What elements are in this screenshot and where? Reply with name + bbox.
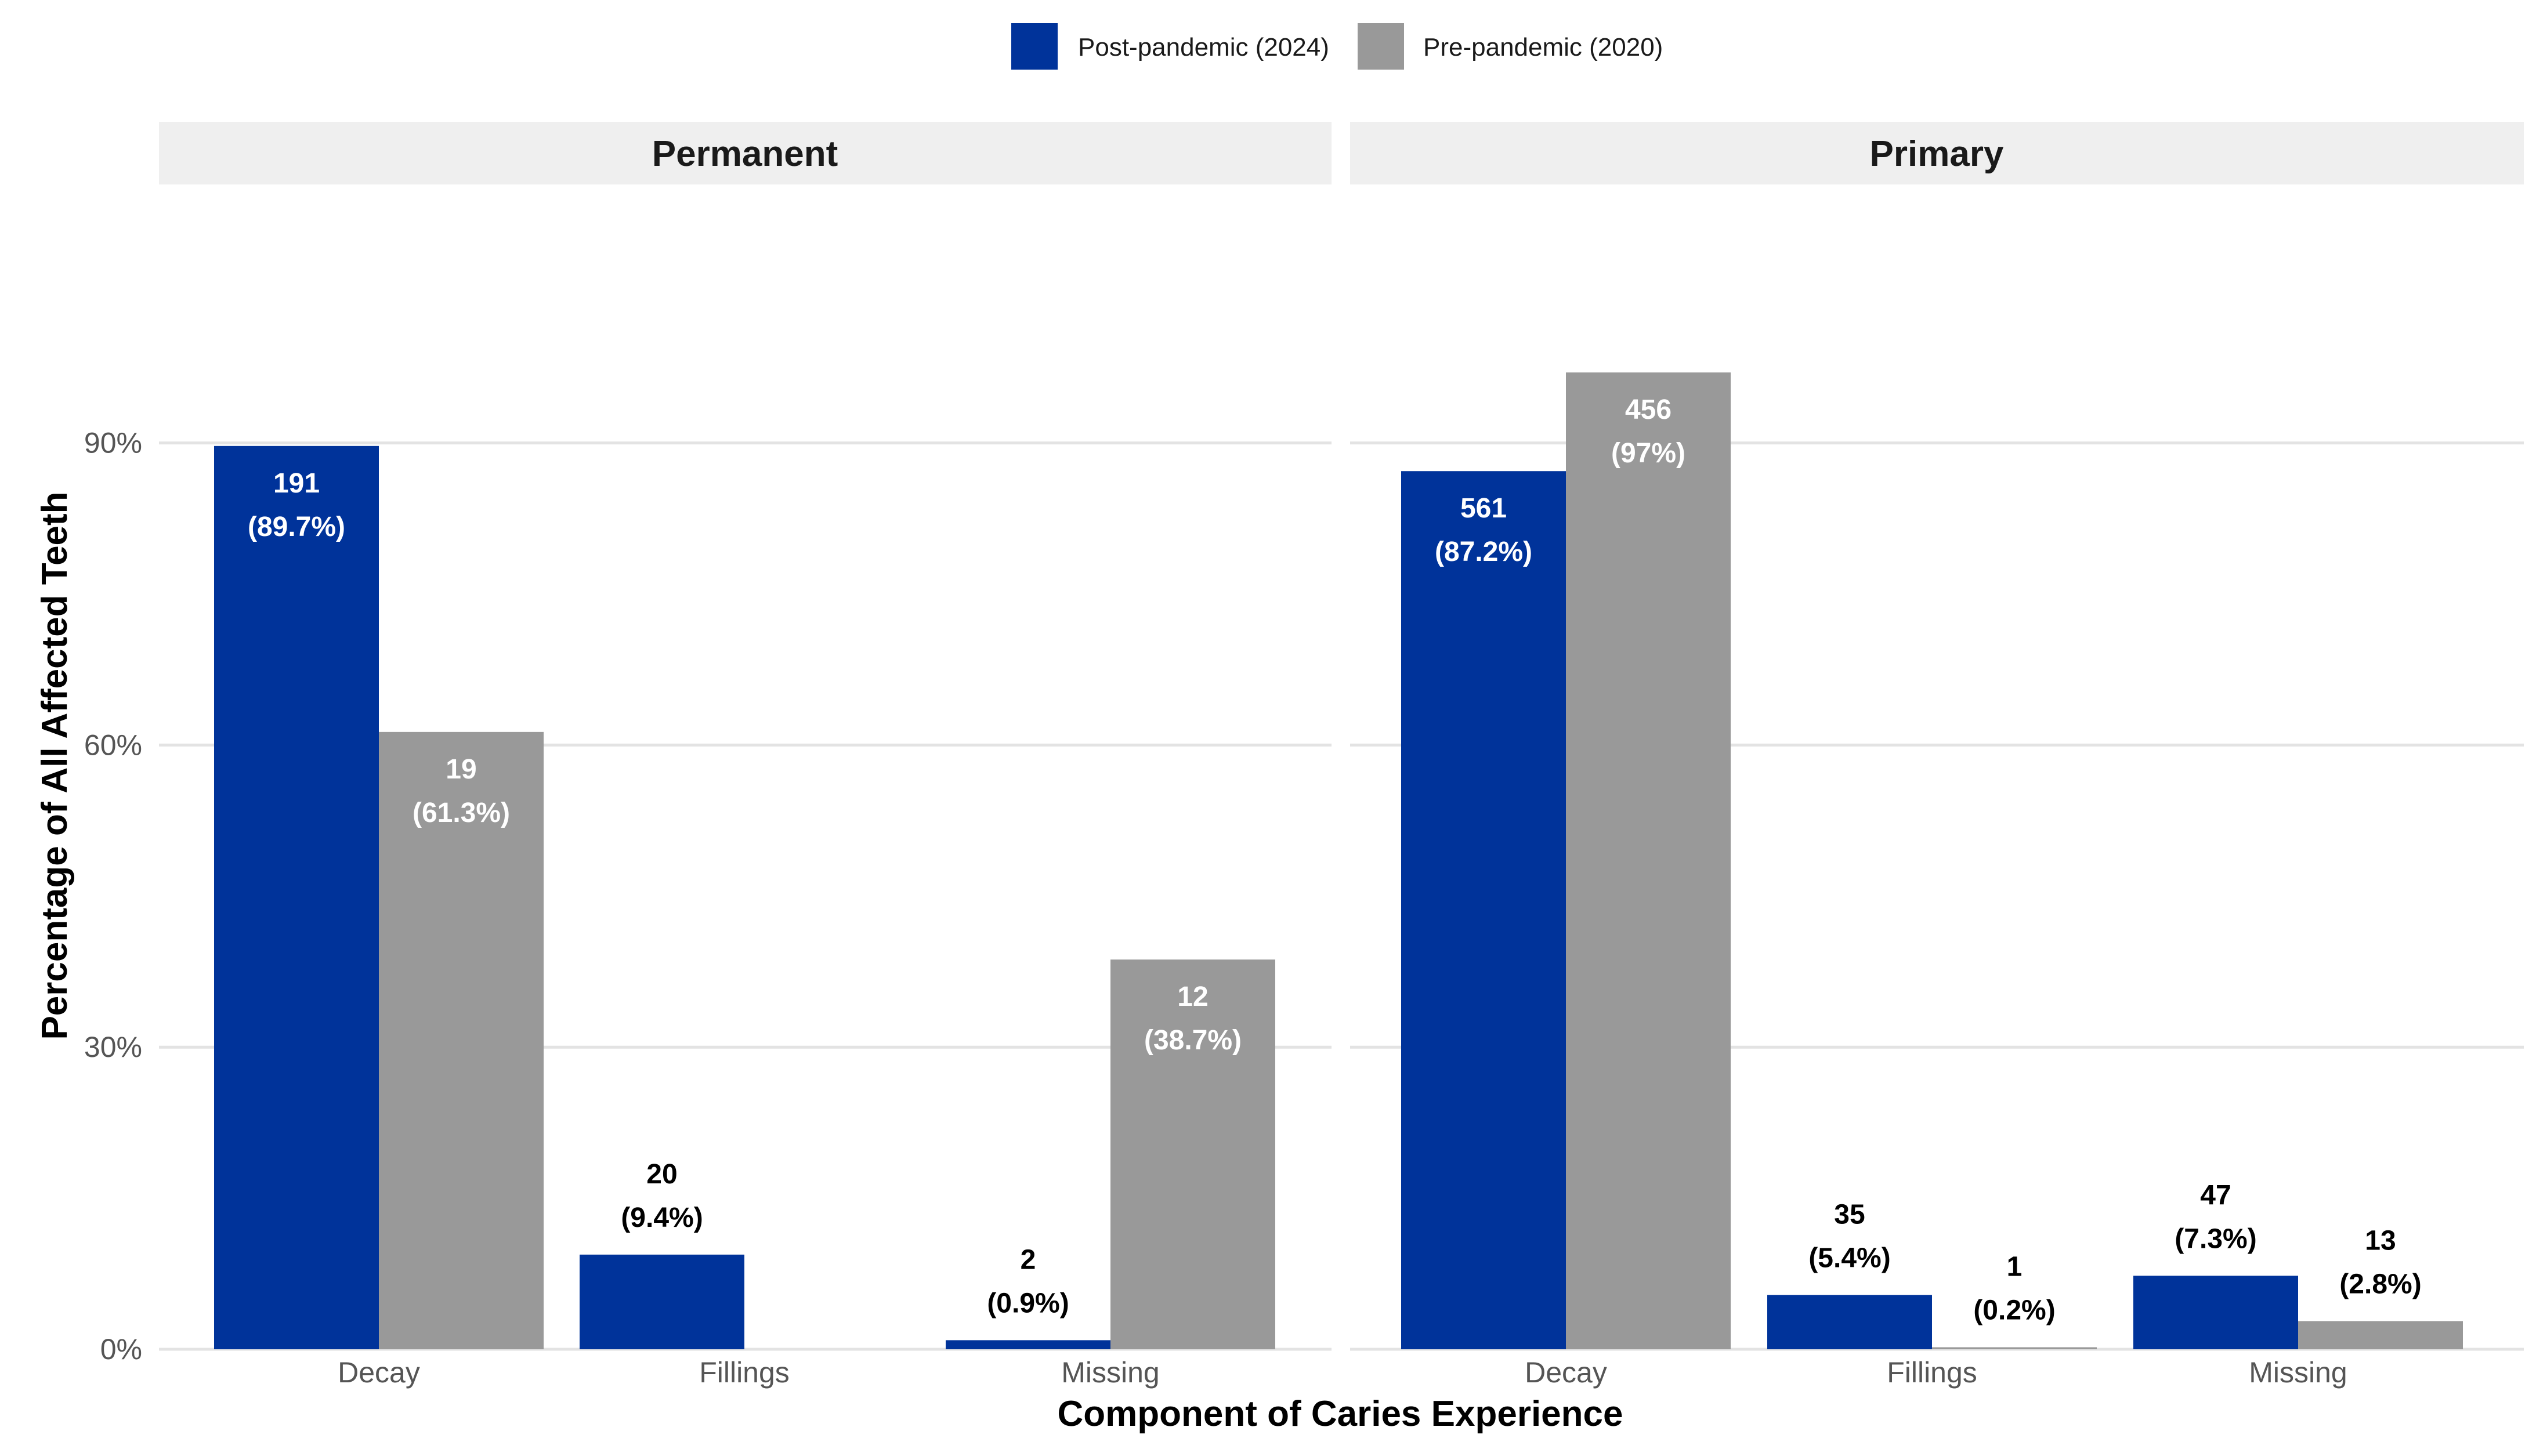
bar-label-percent: (0.9%) [987,1288,1069,1319]
bar-label-percent: (0.2%) [1973,1295,2055,1326]
bar-label-count: 456 [1625,394,1672,425]
y-tick-label: 60% [84,729,142,761]
bar-label-percent: (38.7%) [1144,1025,1242,1056]
bar-label-percent: (9.4%) [621,1203,703,1233]
bar-post-pandemic [946,1340,1110,1349]
bar-label-count: 1 [2007,1252,2023,1283]
bar-post-pandemic [580,1254,744,1349]
bar-post-pandemic [2133,1276,2298,1349]
bar-pre-pandemic [1932,1347,2097,1349]
bar-post-pandemic [1401,471,1566,1349]
legend-swatch-pre-pandemic [1358,23,1404,70]
x-tick-label: Decay [338,1356,420,1389]
bar-label-count: 561 [1460,493,1507,524]
strip-background [159,122,1332,184]
y-tick-label: 0% [100,1333,142,1366]
bar-label-count: 47 [2200,1180,2231,1211]
legend-label-post-pandemic: Post-pandemic (2024) [1078,33,1329,61]
y-axis-title: Percentage of All Affected Teeth [35,491,75,1040]
bar-label-percent: (5.4%) [1808,1243,1890,1273]
bar-label-count: 13 [2365,1225,2396,1256]
x-tick-label: Missing [1061,1356,1159,1389]
bar-pre-pandemic [2298,1321,2463,1349]
bars [214,446,1275,1349]
bar-label-count: 2 [1021,1244,1036,1275]
bar-label-percent: (7.3%) [2175,1223,2256,1254]
bar-label-count: 191 [273,468,320,499]
bar-labels: 191 (89.7%) 19 (61.3%) 20 (9.4%) 2 (0.9%) 12 (38.… [248,468,1242,1319]
bar-pre-pandemic [379,731,544,1349]
x-tick-labels: Decay Fillings Missing [338,1356,1160,1389]
bar-label-count: 35 [1834,1199,1865,1230]
bar-pre-pandemic [1110,959,1275,1349]
bar-pre-pandemic [1566,372,1731,1349]
legend-label-pre-pandemic: Pre-pandemic (2020) [1423,33,1663,61]
x-tick-labels: Decay Fillings Missing [1525,1356,2347,1389]
bar-labels: 561 (87.2%) 456 (97%) 35 (5.4%) 1 (0.2%) 47 (7.3%… [1435,394,2422,1325]
x-tick-label: Decay [1525,1356,1607,1389]
bar-label-percent: (97%) [1611,438,1685,469]
bar-label-percent: (61.3%) [413,798,510,828]
panel-primary: Primary 561 (87.2%) 456 (97%) 35 (5.4%) 1 (0.2%… [1350,122,2524,1389]
x-axis-title: Component of Caries Experience [1057,1394,1623,1434]
panel-title-permanent: Permanent [652,134,838,174]
bar-label-count: 19 [446,754,476,785]
bar-label-percent: (89.7%) [248,512,345,542]
x-tick-label: Missing [2249,1356,2347,1389]
x-tick-label: Fillings [699,1356,790,1389]
bars [1401,372,2463,1349]
bar-label-count: 12 [1177,981,1208,1012]
bar-post-pandemic [1767,1295,1932,1349]
y-tick-labels: 0% 30% 60% 90% [84,427,142,1366]
bar-label-percent: (2.8%) [2339,1269,2421,1299]
legend: Post-pandemic (2024) Pre-pandemic (2020) [1011,23,1663,70]
bar-label-count: 20 [646,1159,677,1190]
legend-swatch-post-pandemic [1011,23,1058,70]
y-tick-label: 30% [84,1031,142,1063]
panel-title-primary: Primary [1870,134,2004,174]
strip-background [1350,122,2524,184]
y-tick-label: 90% [84,427,142,459]
bar-label-percent: (87.2%) [1435,537,1532,567]
panel-permanent: Permanent 191 (89.7%) 19 (61.3%) 20 (9.4%) 2 (0… [159,122,1332,1389]
x-tick-label: Fillings [1887,1356,1977,1389]
bar-post-pandemic [214,446,379,1349]
